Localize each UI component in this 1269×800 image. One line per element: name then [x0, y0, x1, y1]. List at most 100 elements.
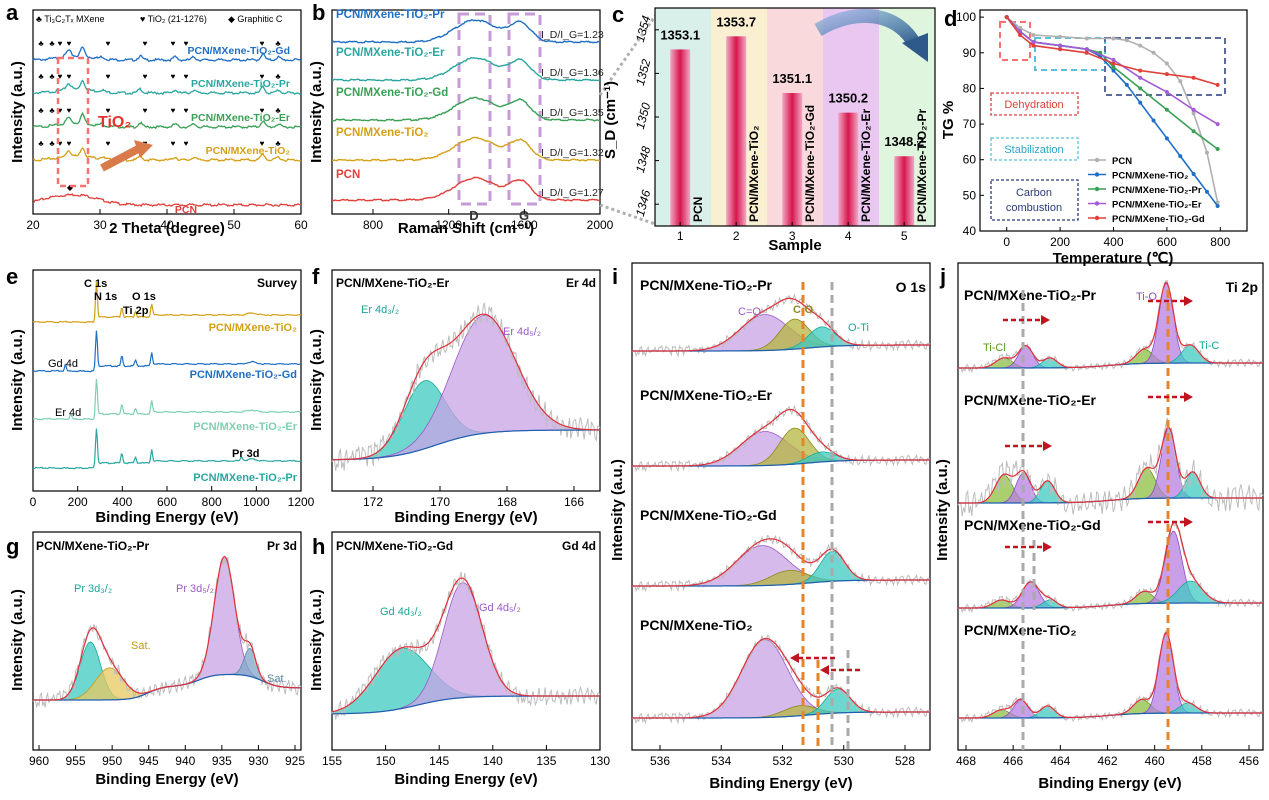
phase-marker: ♥: [260, 72, 265, 81]
bar: [670, 49, 691, 226]
comp-label-tio: Ti-O: [1136, 291, 1157, 303]
series-label-e: PCN/MXene-TiO₂: [209, 322, 298, 334]
x-tick-label: 130: [590, 754, 610, 768]
tg-marker: [1164, 72, 1169, 77]
raman-curve: [331, 176, 601, 202]
x-tick-label: 462: [1097, 754, 1117, 768]
series-label-a: PCN/MXene-TiO₂-Pr: [191, 78, 290, 90]
series-label-a: PCN/MXene-TiO₂-Gd: [188, 45, 290, 57]
fit-component: [332, 314, 601, 461]
series-label-j: PCN/MXene-TiO₂-Er: [964, 392, 1097, 408]
phase-marker: ♥: [171, 139, 176, 148]
tg-marker: [1191, 111, 1196, 116]
xlabel-e: Binding Energy (eV): [95, 509, 238, 526]
panel-letter-j: j: [939, 264, 946, 289]
legend-marker: [1094, 157, 1100, 163]
x-tick-label: 925: [285, 754, 305, 768]
x-tick-label: 534: [711, 754, 731, 768]
x-tick-label: 456: [1239, 754, 1259, 768]
tg-marker: [1111, 65, 1116, 70]
bar: [782, 93, 803, 227]
envelope-fit: [958, 426, 1263, 504]
xticks-f: 172 170 168 166: [363, 486, 584, 509]
survey-curve: [32, 282, 302, 324]
x-tick-label: 145: [429, 754, 449, 768]
tg-marker: [1204, 150, 1209, 155]
stabilization-box: [990, 137, 1079, 161]
series-label-b: PCN/MXene-TiO₂: [336, 127, 428, 139]
envelope-fit: [632, 297, 930, 352]
y-tick-label: 100: [956, 10, 976, 24]
ylabel-f: Intensity (a.u.): [308, 329, 325, 431]
bars-c: 1353.1 PCN 1353.7 PCN/MXene-TiO₂ 1351.1 PCN/M…: [655, 8, 935, 227]
phase-marker: ♣: [38, 39, 44, 48]
title-f: Er 4d: [566, 276, 596, 290]
x-tick-label: 955: [66, 754, 86, 768]
panel-j: j Ti 2p PCN/MXene-TiO₂-PrPCN/MXene-TiO₂-…: [934, 262, 1264, 792]
shift-arrowhead-j2: [1184, 392, 1193, 402]
x-tick-label: 200: [68, 495, 88, 509]
xticks-e: 0 200 400 600 800 1000 1200: [30, 486, 315, 509]
ylabel-h: Intensity (a.u.): [308, 589, 325, 691]
x-tick-label: 3: [789, 229, 796, 243]
y-tick-label: 80: [963, 81, 977, 95]
x-tick-label: 20: [26, 218, 40, 232]
y-tick-label: 70: [963, 117, 977, 131]
xlabel-j: Binding Energy (eV): [1038, 775, 1181, 792]
x-tick-label: 0: [1003, 235, 1010, 249]
series-label-e: PCN/MXene-TiO₂-Er: [193, 421, 297, 433]
x-tick-label: 2: [733, 229, 740, 243]
plot-frame-g: [32, 531, 302, 751]
x-tick-label: 50: [227, 218, 241, 232]
phase-marker: ♥: [171, 39, 176, 48]
y-tick-label: 1354: [633, 14, 654, 44]
fit-component: [632, 570, 930, 587]
x-tick-label: 950: [102, 754, 122, 768]
phase-marker: ♥: [184, 139, 189, 148]
bar-name-label: PCN: [691, 197, 705, 222]
tg-curve: [1006, 16, 1218, 86]
phase-marker: ♣: [38, 72, 44, 81]
x-tick-label: 40: [160, 218, 174, 232]
panel-letter-g: g: [6, 534, 19, 559]
envelope-fit: [33, 555, 301, 701]
bar: [894, 156, 915, 226]
tg-marker: [1191, 171, 1196, 176]
bar-name-label: PCN/MXene-TiO₂-Er: [859, 109, 873, 222]
phase-marker: ♣: [38, 106, 44, 115]
xticks-a: 20 30 40 50 60: [26, 209, 308, 232]
bar-name-label: PCN/MXene-TiO₂-Pr: [915, 109, 929, 222]
xlabel-g: Binding Energy (eV): [95, 771, 238, 788]
legend-marker: [1094, 215, 1100, 221]
phase-marker: ♥: [184, 72, 189, 81]
x-tick-label: 532: [772, 754, 792, 768]
series-label-a: PCN/MXene-TiO₂: [206, 145, 291, 157]
curves-a: PCN/MXene-TiO₂-Gd♣ ♣ ♥ ♥ ♥ ♥ ♥ ♥ ♥ ♣PCN/MXene-TiO…: [32, 39, 302, 216]
tg-marker: [1164, 136, 1169, 141]
carbon-box: [990, 179, 1079, 221]
y-tick-label: 90: [963, 46, 977, 60]
tg-marker: [1215, 82, 1220, 87]
curves-h: [331, 571, 601, 720]
xlabel-f: Binding Energy (eV): [394, 509, 537, 526]
xticks-b: 800 1200 1600 2000: [363, 209, 614, 232]
o1s-spectrum: [631, 404, 931, 473]
phase-marker: ♣: [49, 106, 55, 115]
graphitic-marker: ◆: [67, 183, 74, 192]
sat2-g: Sat.: [267, 673, 287, 685]
phase-marker: ♣: [275, 106, 281, 115]
peak1-h: Gd 4d₃/₂: [380, 606, 422, 618]
legend-graphitic-c: ◆ Graphitic C: [228, 14, 283, 24]
phase-marker: ♣: [38, 139, 44, 148]
tg-marker: [1058, 47, 1063, 52]
phase-marker: ♥: [143, 39, 148, 48]
panel-letter-h: h: [312, 534, 325, 559]
x-tick-label: 168: [497, 495, 517, 509]
sample-h: PCN/MXene-TiO₂-Gd: [336, 539, 453, 553]
raman-curve: [331, 136, 601, 162]
shift-arrowhead-j: [1043, 441, 1052, 451]
envelope-fit: [632, 538, 930, 587]
ylabel-g: Intensity (a.u.): [9, 589, 26, 691]
ylabel-j: Intensity (a.u.): [934, 459, 951, 561]
